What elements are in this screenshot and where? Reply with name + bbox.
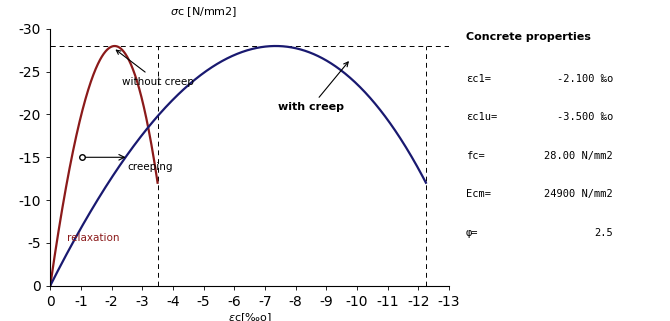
Text: $\sigma$c [N/mm2]: $\sigma$c [N/mm2]: [170, 5, 237, 19]
Text: Ecm=: Ecm=: [466, 189, 490, 199]
Text: φ=: φ=: [466, 228, 478, 238]
Text: fc=: fc=: [466, 151, 484, 161]
Text: relaxation: relaxation: [67, 233, 120, 243]
Text: with creep: with creep: [278, 62, 348, 112]
Text: Concrete properties: Concrete properties: [466, 32, 590, 42]
Text: creeping: creeping: [127, 162, 172, 172]
Text: εc1=: εc1=: [466, 74, 490, 84]
Text: -2.100 ‰o: -2.100 ‰o: [557, 74, 613, 84]
Text: εc1u=: εc1u=: [466, 112, 497, 122]
Text: -3.500 ‰o: -3.500 ‰o: [557, 112, 613, 122]
Text: 2.5: 2.5: [594, 228, 613, 238]
Text: 24900 N/mm2: 24900 N/mm2: [544, 189, 613, 199]
Text: 28.00 N/mm2: 28.00 N/mm2: [544, 151, 613, 161]
X-axis label: $\varepsilon$c[‰o]: $\varepsilon$c[‰o]: [228, 311, 271, 321]
Text: without creep: without creep: [117, 50, 194, 87]
